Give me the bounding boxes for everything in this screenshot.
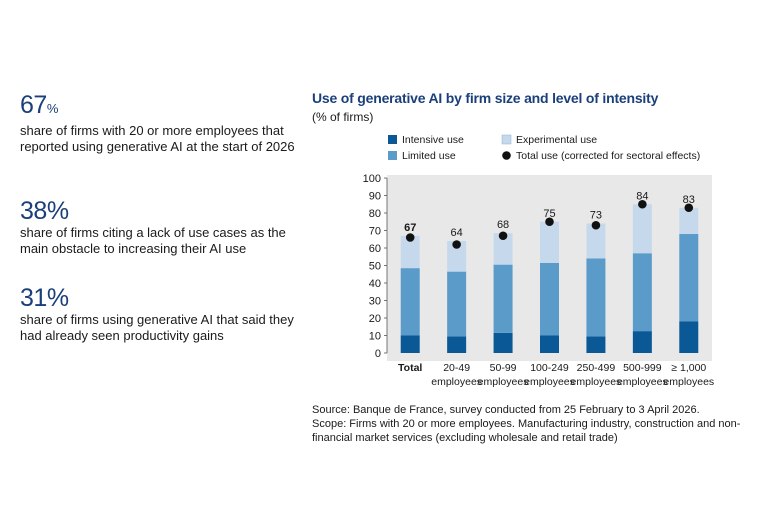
y-tick-label: 40	[369, 278, 381, 290]
bar-segment	[493, 233, 513, 265]
x-tick-label: ≥ 1,000	[671, 362, 706, 374]
x-tick-label: 20-49	[443, 362, 470, 374]
y-tick-label: 90	[369, 191, 381, 203]
y-tick-label: 100	[363, 173, 381, 185]
x-tick-label: 250-499	[577, 362, 616, 374]
x-axis-labels: Total 20-49employees50-99employees100-249…	[398, 362, 714, 388]
stat-value-3: 31%	[20, 284, 69, 312]
bar-segment	[493, 264, 513, 333]
bar-segment	[679, 321, 699, 353]
x-tick-label: employees	[524, 376, 575, 388]
stat-value-1: 67%	[20, 91, 58, 119]
bar-segment	[447, 241, 467, 272]
total-use-point	[638, 199, 647, 209]
stat-block-2: 38% share of firms citing a lack of use …	[20, 198, 300, 257]
x-tick-label: 100-249	[530, 362, 569, 374]
y-tick-label: 20	[369, 313, 381, 325]
total-use-point	[452, 240, 461, 249]
y-tick-label: 70	[369, 226, 381, 238]
bar-segment	[400, 268, 420, 336]
data-label: 83	[683, 194, 695, 206]
y-tick-label: 60	[369, 243, 381, 255]
bar-segment	[679, 234, 699, 322]
chart-ylabel: (% of firms)	[312, 110, 374, 124]
x-tick-label: 50-99	[490, 362, 517, 374]
legend-swatch	[388, 151, 397, 160]
chart-title: Use of generative AI by firm size and le…	[312, 90, 659, 106]
x-tick-label: employees	[478, 376, 529, 388]
bar-segment	[400, 335, 420, 353]
y-tick-label: 30	[369, 296, 381, 308]
bar-segment	[400, 235, 420, 269]
x-tick-label: 500-999	[623, 362, 662, 374]
plot-background	[387, 175, 712, 361]
total-use-point	[498, 231, 508, 241]
scope-line: Scope: Firms with 20 or more employees. …	[312, 418, 741, 444]
bar-segment	[540, 262, 559, 336]
stat-desc-3: share of firms using generative AI that …	[20, 312, 294, 343]
stat-desc-2: share of firms citing a lack of use case…	[20, 225, 286, 256]
x-tick-label: employees	[663, 376, 714, 388]
bar-segment	[586, 223, 606, 259]
total-use-point	[684, 203, 694, 213]
total-use-point	[591, 220, 601, 230]
bar-segment	[540, 335, 559, 353]
data-label: 75	[543, 208, 555, 220]
legend-swatch	[388, 135, 397, 144]
source-line: Source: Banque de France, survey conduct…	[312, 404, 700, 416]
stat-desc-1: share of firms with 20 or more employees…	[20, 123, 295, 154]
stat-block-1: 67% share of firms with 20 or more emplo…	[20, 92, 300, 155]
x-tick-label: employees	[617, 376, 668, 388]
legend-label: Total use (corrected for sectoral effect…	[516, 150, 700, 162]
x-tick-label: employees	[431, 376, 482, 388]
bar-segment	[447, 271, 467, 337]
y-tick-label: 80	[369, 208, 381, 220]
bar-segment	[493, 332, 513, 353]
bar-segment	[632, 204, 652, 254]
data-label: 64	[451, 227, 463, 239]
total-use-point	[405, 233, 415, 242]
y-axis: 0 10 20 30 40 50 60 70 80 90 100	[363, 173, 388, 360]
bar-segment	[632, 253, 652, 332]
legend-label: Intensive use	[402, 134, 464, 146]
data-label: 67	[404, 222, 416, 234]
bars: 67 64 68 75 73 84 83	[400, 190, 699, 353]
bar-segment	[586, 258, 606, 337]
legend-marker	[502, 151, 511, 160]
chart-legend: Intensive use Experimental use Limited use…	[388, 134, 700, 162]
legend-label: Limited use	[402, 150, 456, 162]
stat-value-2: 38%	[20, 197, 69, 225]
bar-segment	[632, 331, 652, 353]
stat-block-3: 31% share of firms using generative AI t…	[20, 285, 300, 344]
legend-swatch	[501, 134, 512, 145]
bar-segment	[679, 207, 699, 234]
bar-segment	[447, 336, 467, 353]
y-tick-label: 50	[369, 261, 381, 273]
source-note: Source: Banque de France, survey conduct…	[312, 403, 757, 445]
bar-segment	[586, 336, 606, 353]
data-label: 68	[497, 219, 509, 231]
data-label: 73	[590, 210, 602, 222]
data-label: 84	[636, 190, 648, 202]
y-tick-label: 0	[375, 348, 381, 360]
x-tick-label: Total	[398, 362, 422, 374]
bar-segment	[540, 221, 559, 263]
y-tick-label: 10	[369, 331, 381, 343]
x-tick-label: employees	[571, 376, 622, 388]
total-use-point	[545, 217, 554, 227]
legend-label: Experimental use	[516, 134, 597, 146]
